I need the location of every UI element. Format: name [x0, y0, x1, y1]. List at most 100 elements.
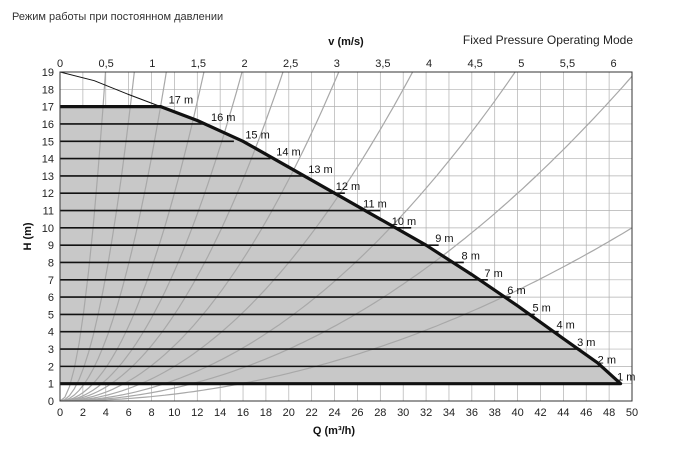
- system-curve: [60, 72, 167, 401]
- system-curve: [60, 72, 516, 401]
- x-tick-label: 48: [603, 407, 615, 419]
- x-tick-label: 20: [283, 407, 295, 419]
- x-tick-label: 34: [443, 407, 455, 419]
- y-tick-label: 1: [48, 379, 54, 391]
- axes: 0 2 4 6 8 10 12 14 16 18 20 22 24 26 28 30 32 34 36 38 40 42 4…: [22, 36, 638, 437]
- x-tick-label: 22: [306, 407, 318, 419]
- x2-tick-label: 3,5: [375, 58, 390, 70]
- setpoint-label: 6 m: [507, 285, 525, 297]
- y-tick-label: 18: [42, 84, 54, 96]
- setpoint-label: 16 m: [211, 112, 235, 124]
- setpoint-label: 5 m: [532, 302, 550, 314]
- y-tick-label: 10: [42, 223, 54, 235]
- y-tick-label: 7: [48, 275, 54, 287]
- setpoint-label: 10 m: [392, 216, 416, 228]
- y-tick-label: 14: [42, 154, 54, 166]
- x-tick-label: 36: [466, 407, 478, 419]
- x-tick-label: 28: [374, 407, 386, 419]
- x2-tick-label: 2: [241, 58, 247, 70]
- setpoint-label: 7 m: [484, 268, 502, 280]
- system-curve: [60, 72, 135, 401]
- max-pump-curve: [60, 72, 161, 108]
- y-tick-label: 16: [42, 119, 54, 131]
- x-tick-label: 16: [237, 407, 249, 419]
- setpoint-label: 9 m: [435, 233, 453, 245]
- setpoint-label: 14 m: [276, 147, 300, 159]
- setpoint-label: 8 m: [462, 250, 480, 262]
- setpoint-label: 15 m: [245, 129, 269, 141]
- y-tick-label: 2: [48, 361, 54, 373]
- x2-tick-label: 6: [610, 58, 616, 70]
- system-curve: [60, 75, 632, 401]
- system-curve: [60, 72, 107, 401]
- system-curve: [60, 72, 414, 401]
- x2-tick-label: 1: [149, 58, 155, 70]
- x-tick-label: 14: [214, 407, 226, 419]
- y-tick-label: 13: [42, 171, 54, 183]
- system-curve: [60, 72, 243, 401]
- setpoint-label: 12 m: [336, 181, 360, 193]
- envelope-outline: [60, 105, 623, 386]
- x-tick-label: 24: [328, 407, 340, 419]
- x2-tick-label: 1,5: [191, 58, 206, 70]
- setpoint-label: 3 m: [577, 337, 595, 349]
- y-tick-label: 6: [48, 292, 54, 304]
- x-tick-label: 10: [168, 407, 180, 419]
- x-tick-label: 30: [397, 407, 409, 419]
- y-tick-label: 17: [42, 102, 54, 114]
- x2-tick-label: 4: [426, 58, 432, 70]
- x-tick-label: 8: [148, 407, 154, 419]
- system-curve: [60, 72, 340, 401]
- x2-tick-label: 0: [57, 58, 63, 70]
- x2-tick-label: 4,5: [468, 58, 483, 70]
- y-tick-label: 19: [42, 67, 54, 79]
- x-tick-label: 38: [489, 407, 501, 419]
- setpoint-label: 4 m: [556, 320, 574, 332]
- y-axis-title: H (m): [22, 222, 34, 250]
- x-tick-label: 18: [260, 407, 272, 419]
- x-axis-title: Q (m³/h): [313, 425, 355, 437]
- x-tick-label: 0: [57, 407, 63, 419]
- x-tick-label: 2: [80, 407, 86, 419]
- x2-tick-label: 0,5: [98, 58, 113, 70]
- plot-frame: [59, 71, 633, 402]
- setpoint-label: 11 m: [363, 199, 387, 211]
- envelope: [60, 105, 623, 386]
- x-tick-label: 12: [191, 407, 203, 419]
- x-tick-label: 46: [580, 407, 592, 419]
- x-tick-label: 50: [626, 407, 638, 419]
- y-tick-label: 5: [48, 309, 54, 321]
- x-tick-label: 42: [534, 407, 546, 419]
- x2-tick-label: 3: [334, 58, 340, 70]
- x-tick-label: 40: [511, 407, 523, 419]
- y-tick-label: 4: [48, 327, 54, 339]
- x-tick-label: 26: [351, 407, 363, 419]
- setpoint-label: 13 m: [308, 164, 332, 176]
- chart-subtitle: Режим работы при постоянном давлении: [12, 11, 224, 23]
- system-curve: [60, 72, 284, 401]
- system-curve: [60, 227, 632, 401]
- x2-tick-label: 2,5: [283, 58, 298, 70]
- y-tick-label: 11: [43, 206, 54, 218]
- setpoint-label: 2 m: [598, 354, 616, 366]
- y-tick-label: 12: [42, 188, 54, 200]
- x-tick-label: 32: [420, 407, 432, 419]
- system-curves: [60, 72, 632, 401]
- y-tick-label: 0: [48, 396, 54, 408]
- y-tick-label: 9: [48, 240, 54, 252]
- x2-axis-title: v (m/s): [328, 36, 364, 48]
- setpoint-labels: 1 m2 m3 m4 m 5 m 6 m 7 m 8 m 9 m 10 m 11 m12 m 1…: [169, 95, 636, 384]
- y-tick-label: 15: [42, 136, 54, 148]
- x-tick-label: 4: [103, 407, 109, 419]
- setpoint-label: 1 m: [617, 372, 635, 384]
- y-tick-label: 8: [48, 257, 54, 269]
- y-tick-label: 3: [48, 344, 54, 356]
- chart-title: Fixed Pressure Operating Mode: [462, 33, 633, 47]
- x2-tick-label: 5,5: [560, 58, 575, 70]
- x2-tick-label: 5: [518, 58, 524, 70]
- x-tick-label: 44: [557, 407, 569, 419]
- setpoint-label: 17 m: [169, 95, 193, 107]
- system-curve: [60, 72, 205, 401]
- x-tick-label: 6: [126, 407, 132, 419]
